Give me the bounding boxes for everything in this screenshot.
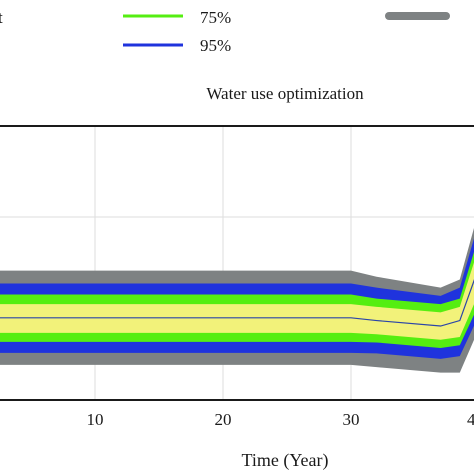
x-tick-label-30: 30 <box>343 410 360 429</box>
x-axis-label: Time (Year) <box>241 450 328 471</box>
legend-label-75: 75% <box>200 8 231 27</box>
median-line-group <box>0 279 474 327</box>
legend: t 75% 95% <box>0 8 450 55</box>
band-50pct <box>0 262 474 340</box>
legend-label-0: t <box>0 8 3 27</box>
x-tick-label-10: 10 <box>87 410 104 429</box>
median-line <box>0 279 474 327</box>
x-axis: 10 20 30 4 Time (Year) <box>87 410 474 471</box>
x-tick-label-20: 20 <box>215 410 232 429</box>
x-tick-label-40: 4 <box>467 410 474 429</box>
confidence-bands <box>0 227 474 373</box>
plot-area <box>0 125 474 401</box>
legend-label-95: 95% <box>200 36 231 55</box>
chart-title: Water use optimization <box>206 84 364 103</box>
